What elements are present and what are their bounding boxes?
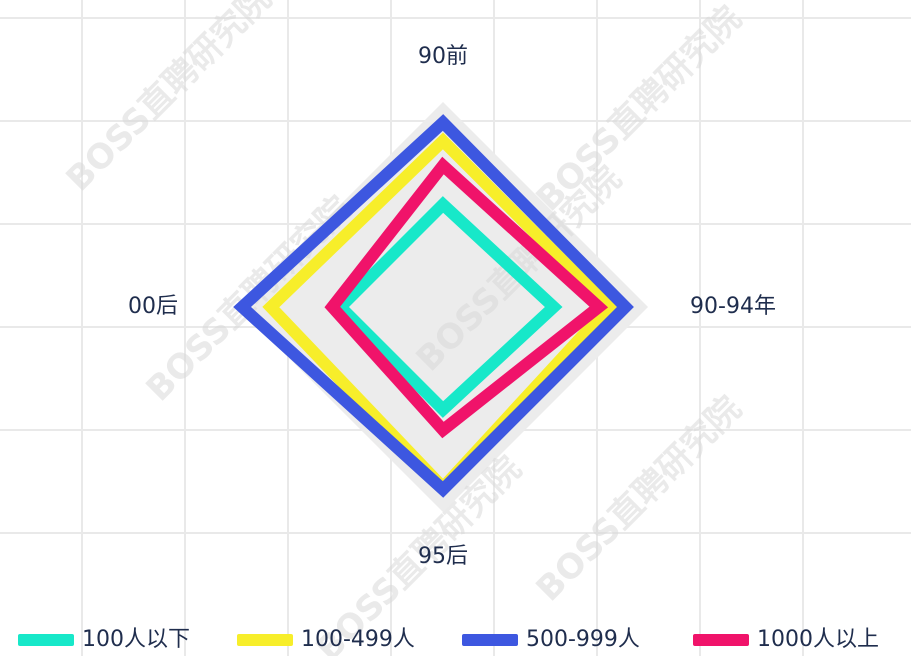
axis-label: 90前 [418, 44, 468, 69]
axis-label: 90-94年 [690, 294, 776, 319]
legend-label: 100人以下 [82, 627, 190, 652]
axis-label: 95后 [418, 544, 468, 569]
legend-label: 1000人以上 [757, 627, 879, 652]
legend-label: 100-499人 [301, 627, 415, 652]
watermark: BOSS直聘研究院 [59, 0, 280, 199]
watermark: BOSS直聘研究院 [529, 389, 750, 610]
series-line [324, 156, 609, 439]
series-line [332, 196, 563, 418]
legend-swatch [462, 634, 518, 646]
axis-label: 00后 [128, 294, 178, 319]
legend-label: 500-999人 [526, 627, 640, 652]
legend-swatch [693, 634, 749, 646]
watermark: BOSS直聘研究院 [529, 0, 750, 219]
legend-swatch [237, 634, 293, 646]
radar-background [238, 102, 648, 512]
series-line [233, 114, 634, 498]
legend-swatch [18, 634, 74, 646]
